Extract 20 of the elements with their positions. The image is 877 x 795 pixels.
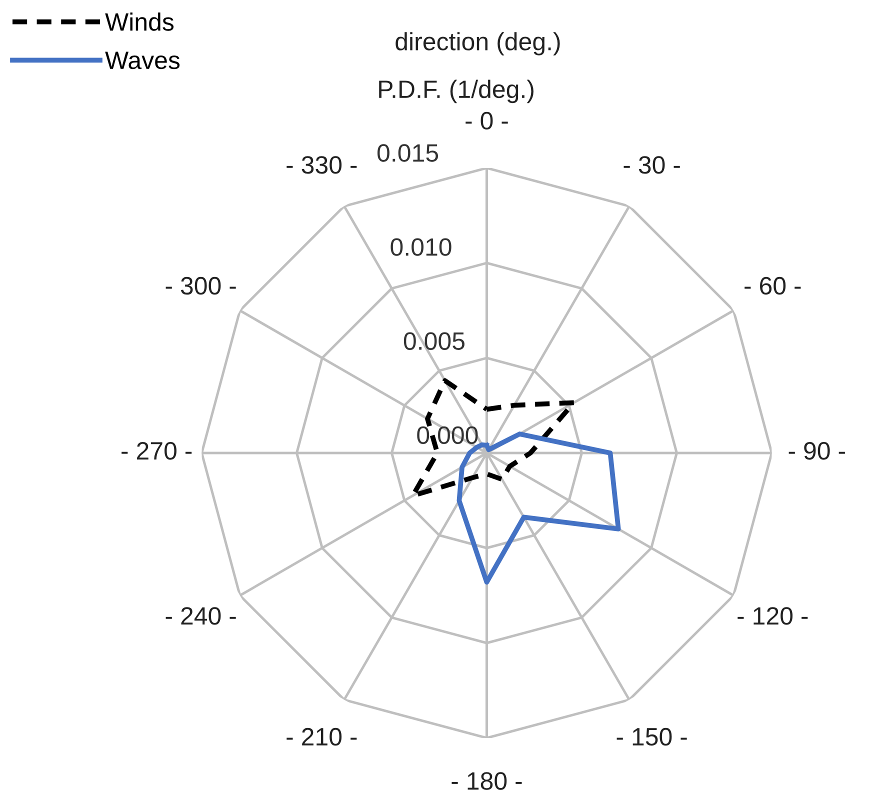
- spoke-label: - 180 -: [452, 772, 522, 790]
- spoke-label: - 270 -: [122, 442, 192, 460]
- spoke-label: - 300 -: [166, 276, 236, 295]
- y-tick-label: 0.005: [404, 332, 464, 350]
- spoke-label: - 0 -: [466, 112, 508, 130]
- spoke-label: - 30 -: [624, 156, 680, 174]
- y-tick-label: 0.015: [377, 144, 438, 162]
- legend-label: Winds: [105, 12, 174, 31]
- y-tick-label: 0.000: [417, 426, 478, 444]
- spoke-label: - 120 -: [738, 607, 808, 625]
- text: direction (deg.): [396, 32, 560, 56]
- spoke-label: - 240 -: [166, 607, 236, 625]
- y-tick-label: 0.010: [390, 238, 452, 256]
- text: P.D.F. (1/deg.): [379, 80, 534, 104]
- spoke-label: - 150 -: [616, 728, 687, 746]
- spoke-label: - 330 -: [286, 156, 357, 174]
- spoke-label: - 210 -: [286, 728, 357, 746]
- spoke-label: - 90 -: [788, 442, 845, 460]
- legend-label: Waves: [105, 52, 180, 70]
- spoke-label: - 60 -: [744, 276, 801, 295]
